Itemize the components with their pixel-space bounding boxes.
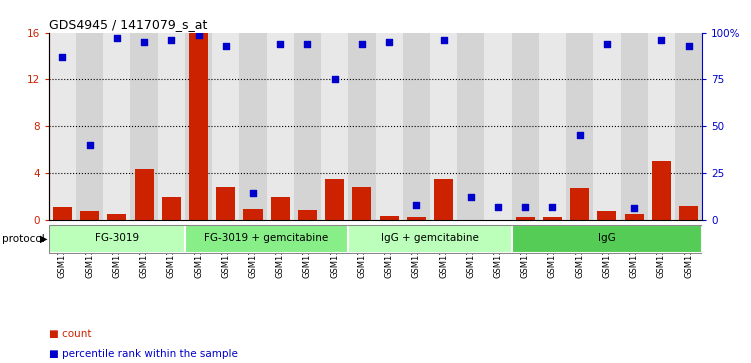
Bar	[53, 207, 72, 220]
Bar	[76, 33, 104, 220]
Bar	[104, 33, 131, 220]
Bar	[352, 187, 372, 220]
Bar	[679, 205, 698, 220]
Bar	[597, 211, 617, 220]
Bar	[620, 33, 648, 220]
Bar	[294, 33, 321, 220]
Bar	[321, 33, 348, 220]
Text: IgG: IgG	[598, 233, 616, 243]
Bar	[593, 33, 620, 220]
Bar	[161, 197, 181, 220]
Bar	[107, 214, 126, 220]
Point	[519, 204, 531, 209]
Bar	[134, 170, 154, 220]
Bar	[403, 33, 430, 220]
Point	[220, 43, 232, 49]
Text: ▶: ▶	[40, 234, 47, 244]
Bar	[430, 33, 457, 220]
Bar	[158, 33, 185, 220]
Point	[247, 191, 259, 196]
Point	[547, 204, 559, 209]
Bar	[543, 217, 562, 220]
Bar	[216, 187, 235, 220]
Point	[574, 132, 586, 138]
Point	[383, 39, 395, 45]
Bar	[185, 225, 348, 253]
Bar	[298, 210, 317, 220]
Bar	[566, 33, 593, 220]
Bar	[652, 161, 671, 220]
Point	[656, 37, 668, 43]
Bar	[484, 33, 511, 220]
Point	[465, 194, 477, 200]
Text: ■ percentile rank within the sample: ■ percentile rank within the sample	[49, 349, 237, 359]
Text: protocol: protocol	[2, 234, 44, 244]
Bar	[213, 33, 240, 220]
Bar	[80, 211, 99, 220]
Text: GDS4945 / 1417079_s_at: GDS4945 / 1417079_s_at	[49, 19, 207, 32]
Bar	[49, 225, 185, 253]
Bar	[185, 33, 213, 220]
Bar	[457, 33, 484, 220]
Point	[438, 37, 450, 43]
Bar	[240, 33, 267, 220]
Point	[356, 41, 368, 47]
Point	[83, 142, 95, 148]
Point	[192, 32, 204, 37]
Bar	[348, 225, 511, 253]
Point	[138, 39, 150, 45]
Text: IgG + gemcitabine: IgG + gemcitabine	[381, 233, 479, 243]
Bar	[434, 179, 453, 220]
Point	[329, 77, 341, 82]
Point	[274, 41, 286, 47]
Bar	[270, 197, 290, 220]
Bar	[675, 33, 702, 220]
Text: ■ count: ■ count	[49, 329, 92, 339]
Bar	[570, 188, 590, 220]
Bar	[131, 33, 158, 220]
Bar	[379, 216, 399, 220]
Point	[628, 205, 640, 211]
Point	[165, 37, 177, 43]
Point	[601, 41, 613, 47]
Point	[410, 202, 422, 208]
Bar	[511, 225, 702, 253]
Point	[492, 204, 504, 209]
Bar	[348, 33, 376, 220]
Bar	[648, 33, 675, 220]
Point	[301, 41, 313, 47]
Bar	[325, 179, 344, 220]
Bar	[243, 209, 263, 220]
Bar	[267, 33, 294, 220]
Text: FG-3019 + gemcitabine: FG-3019 + gemcitabine	[204, 233, 329, 243]
Bar	[376, 33, 403, 220]
Point	[56, 54, 68, 60]
Bar	[49, 33, 76, 220]
Point	[683, 43, 695, 49]
Point	[111, 35, 123, 41]
Text: FG-3019: FG-3019	[95, 233, 139, 243]
Bar	[539, 33, 566, 220]
Bar	[625, 214, 644, 220]
Bar	[407, 217, 426, 220]
Bar	[516, 217, 535, 220]
Bar	[511, 33, 539, 220]
Bar	[189, 33, 208, 220]
